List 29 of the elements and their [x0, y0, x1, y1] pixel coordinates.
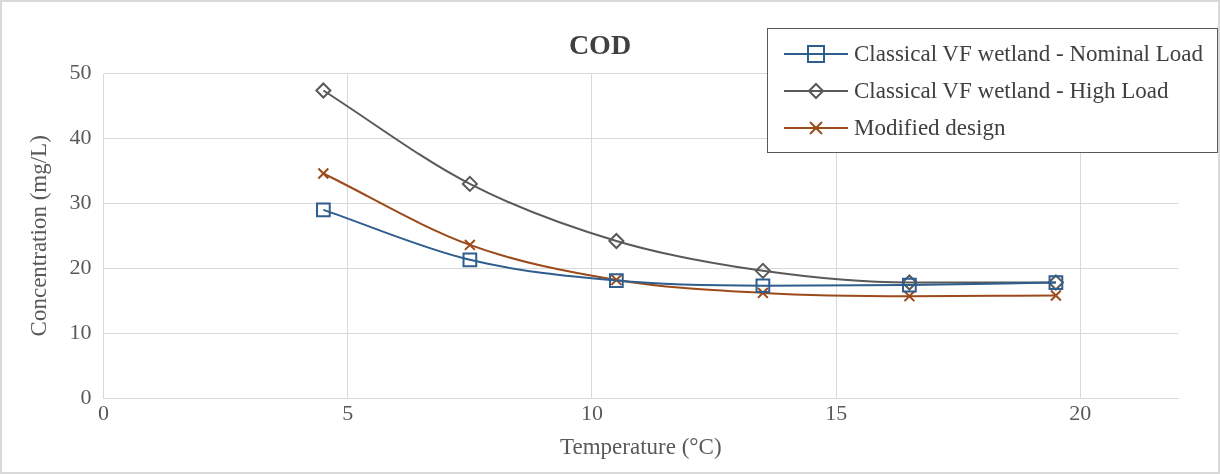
point [903, 290, 916, 303]
point [608, 232, 625, 249]
y-tick-label: 10 [69, 318, 92, 344]
y-tick-label: 0 [80, 383, 92, 409]
point [756, 286, 769, 299]
legend-label: Classical VF wetland - High Load [854, 77, 1169, 104]
x-tick-label: 15 [825, 399, 848, 425]
point [461, 175, 478, 192]
x-tick-label: 5 [342, 399, 354, 425]
chart-title: COD [568, 29, 632, 61]
x-tick-label: 20 [1069, 399, 1092, 425]
point [317, 167, 330, 180]
point [754, 262, 771, 279]
y-axis-title: Concentration (mg/L) [25, 135, 51, 337]
x-tick-label: 10 [580, 399, 603, 425]
y-tick-label: 30 [69, 189, 92, 215]
point [316, 202, 331, 218]
point [462, 252, 478, 268]
point [315, 82, 332, 99]
legend-label: Classical VF wetland - Nominal Load [854, 40, 1203, 67]
point [1049, 289, 1062, 302]
point [463, 238, 476, 251]
x-axis-title: Temperature (°C) [560, 434, 722, 460]
legend-label: Modified design [854, 114, 1006, 141]
y-tick-label: 40 [69, 124, 92, 150]
y-tick-label: 50 [69, 59, 92, 85]
y-tick-label: 20 [69, 254, 92, 280]
x-tick-label: 0 [98, 399, 110, 425]
point [755, 278, 771, 294]
